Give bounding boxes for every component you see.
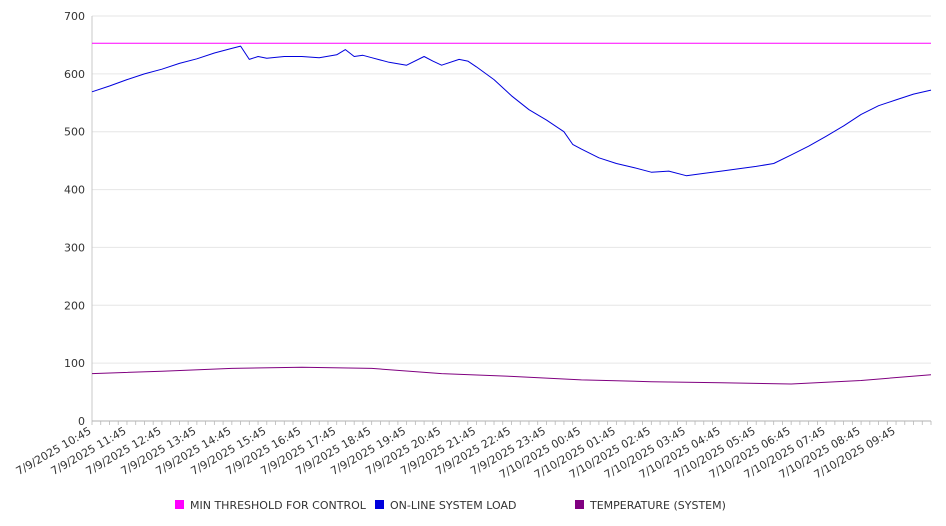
legend-label: ON-LINE SYSTEM LOAD <box>390 499 516 512</box>
legend-item: ON-LINE SYSTEM LOAD <box>375 499 516 512</box>
y-tick-label: 500 <box>64 126 85 139</box>
legend: MIN THRESHOLD FOR CONTROL ON-LINE SYSTEM … <box>175 499 726 512</box>
series-line-1 <box>91 45 932 177</box>
legend-item: MIN THRESHOLD FOR CONTROL <box>175 499 367 512</box>
y-tick-label: 100 <box>64 357 85 370</box>
legend-swatch <box>175 500 184 509</box>
y-tick-label: 600 <box>64 68 85 81</box>
y-tick-label: 400 <box>64 184 85 197</box>
grid <box>92 15 931 422</box>
legend-swatch <box>575 500 584 509</box>
legend-swatch <box>375 500 384 509</box>
legend-item: TEMPERATURE (SYSTEM) <box>575 499 726 512</box>
legend-label: TEMPERATURE (SYSTEM) <box>589 499 726 512</box>
y-tick-label: 300 <box>64 241 85 254</box>
series <box>91 42 932 385</box>
y-tick-label: 0 <box>78 415 85 428</box>
series-line-2 <box>91 366 932 385</box>
y-tick-label: 200 <box>64 299 85 312</box>
legend-label: MIN THRESHOLD FOR CONTROL <box>190 499 367 512</box>
y-tick-label: 700 <box>64 10 85 23</box>
